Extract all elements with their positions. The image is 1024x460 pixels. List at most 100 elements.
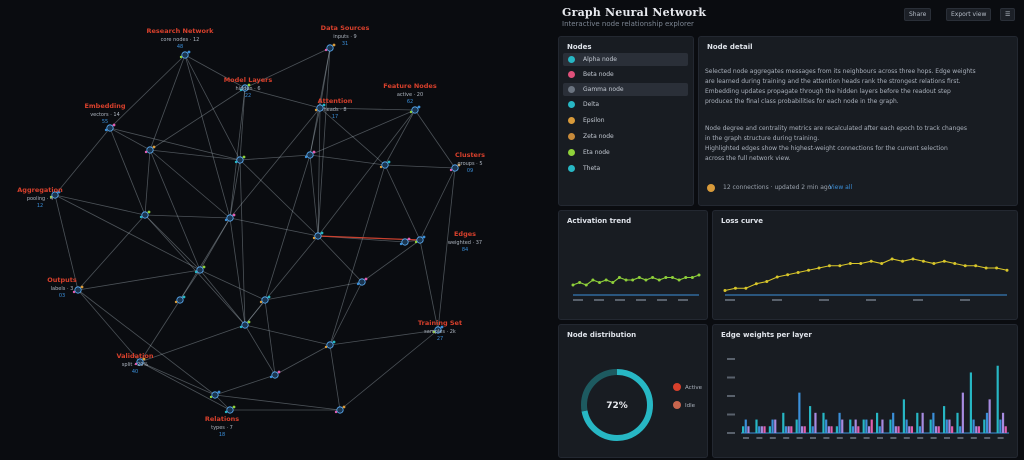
node-marker (312, 236, 316, 240)
bar (996, 365, 999, 433)
x-tick-label (850, 437, 857, 439)
bar (771, 419, 774, 433)
bar (897, 426, 900, 433)
graph-edge (274, 344, 331, 376)
data-point (571, 283, 575, 287)
graph-edge (229, 159, 241, 219)
cluster-label: Feature Nodes (383, 82, 437, 90)
graph-edge (54, 194, 146, 216)
x-tick-label (678, 299, 688, 301)
bar (830, 426, 833, 433)
graph-edge (149, 87, 246, 151)
bar (951, 426, 954, 433)
x-tick-label (957, 437, 964, 439)
x-tick-label (594, 299, 604, 301)
cluster-sublabel: labels · 3 (51, 286, 74, 292)
list-item[interactable]: Beta node (563, 68, 688, 81)
node-marker (57, 190, 61, 194)
x-tick-label (866, 299, 876, 301)
bar (827, 426, 830, 433)
data-point (690, 276, 694, 279)
list-item[interactable]: Zeta node (563, 130, 688, 143)
node-marker (259, 300, 263, 304)
graph-edge (361, 239, 421, 283)
data-point (984, 266, 988, 270)
bar (969, 372, 972, 433)
cluster-count: 62 (407, 99, 413, 105)
node-marker (194, 270, 198, 274)
bar (747, 426, 750, 433)
node-detail-card: Node detail Selected node aggregates mes… (698, 36, 1018, 206)
bar (881, 419, 884, 433)
list-item[interactable]: Delta (563, 98, 688, 111)
bar (784, 426, 788, 433)
list-item[interactable]: Epsilon (563, 114, 688, 127)
cluster-label: Edges (454, 230, 476, 238)
graph-node (411, 106, 419, 114)
node-color-icon (568, 133, 575, 140)
node-marker (269, 375, 273, 379)
x-tick-label (917, 437, 924, 439)
cluster-sublabel: groups · 5 (457, 161, 482, 167)
bar (902, 399, 905, 433)
node-color-icon (568, 101, 575, 108)
data-point (670, 276, 674, 279)
graph-edge (437, 167, 456, 331)
data-point (631, 278, 635, 282)
graph-edge (144, 214, 201, 271)
bar (838, 412, 841, 433)
x-tick-label (573, 299, 583, 301)
graph-edge (77, 269, 201, 291)
x-tick-label (615, 299, 625, 301)
x-tick-label (960, 299, 970, 301)
graph-edge (139, 299, 181, 363)
detail-paragraph: in the graph structure during training. (705, 135, 820, 142)
list-item[interactable]: Eta node (563, 146, 688, 159)
data-point (974, 264, 978, 268)
data-point (677, 278, 681, 282)
graph-node (451, 164, 459, 172)
export-view-button[interactable]: Export view (946, 8, 992, 21)
data-point (796, 271, 800, 274)
node-marker (232, 405, 236, 409)
data-point (827, 264, 831, 268)
data-point (963, 264, 967, 268)
data-point (598, 281, 602, 284)
menu-icon[interactable]: ☰ (1000, 8, 1016, 21)
bar (948, 419, 951, 433)
node-marker (277, 370, 281, 374)
detail-paragraph: Highlighted edges show the highest-weigh… (705, 145, 948, 152)
y-tick-label (727, 376, 735, 379)
x-tick-label (877, 437, 883, 439)
share-button[interactable]: Share (904, 8, 932, 21)
bar (889, 419, 892, 433)
bar (905, 419, 908, 433)
bar (916, 412, 919, 433)
list-item[interactable]: Theta (563, 162, 688, 175)
data-point (848, 262, 852, 265)
legend-swatch (673, 383, 681, 391)
node-marker (332, 340, 336, 344)
x-tick-label (743, 437, 749, 439)
node-marker (209, 395, 213, 399)
view-all-link[interactable]: View all (829, 184, 853, 191)
list-item[interactable]: Alpha node (563, 53, 688, 66)
x-tick-label (944, 437, 950, 439)
bar (894, 426, 897, 433)
graph-edge (54, 194, 79, 291)
list-item[interactable]: Gamma node (563, 83, 688, 96)
graph-node (336, 406, 344, 414)
graph-edge (239, 159, 319, 237)
bar (849, 419, 852, 433)
bar (983, 419, 986, 433)
node-marker (247, 320, 251, 324)
graph-edge (239, 159, 246, 326)
y-tick-label (727, 432, 735, 434)
data-point (624, 278, 628, 282)
node-marker (234, 160, 238, 164)
series-line (724, 258, 1008, 292)
x-tick-label (769, 437, 776, 439)
bar (814, 412, 817, 433)
node-color-icon (568, 56, 575, 63)
